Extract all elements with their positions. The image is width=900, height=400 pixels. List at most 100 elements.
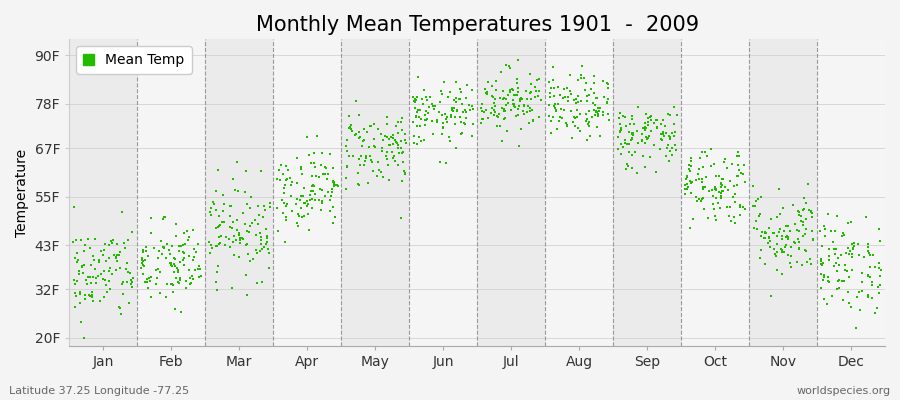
Point	[102, 242, 116, 248]
Point	[663, 134, 678, 140]
Point	[738, 206, 752, 212]
Point	[429, 117, 444, 123]
Point	[546, 103, 561, 110]
Point	[138, 279, 152, 285]
Point	[520, 109, 535, 116]
Point	[178, 284, 193, 291]
Point	[853, 307, 868, 314]
Point	[600, 95, 615, 102]
Point	[465, 87, 480, 93]
Point	[728, 199, 742, 205]
Point	[188, 267, 202, 273]
Point	[518, 110, 532, 117]
Point	[550, 126, 564, 132]
Point	[320, 176, 334, 182]
Point	[417, 136, 431, 143]
Point	[706, 206, 721, 213]
Point	[668, 128, 682, 135]
Point	[278, 203, 293, 209]
Point	[758, 261, 772, 267]
Bar	[274, 39, 341, 346]
Point	[625, 134, 639, 141]
Point	[817, 274, 832, 280]
Point	[270, 176, 284, 182]
Point	[85, 294, 99, 300]
Point	[375, 147, 390, 154]
Point	[294, 164, 309, 171]
Point	[169, 220, 184, 227]
Point	[723, 178, 737, 184]
Point	[859, 214, 873, 221]
Point	[210, 188, 224, 194]
Bar	[477, 39, 545, 346]
Point	[413, 116, 428, 122]
Point	[688, 177, 703, 183]
Point	[288, 201, 302, 208]
Point	[621, 141, 635, 148]
Point	[478, 85, 492, 92]
Point	[328, 182, 343, 188]
Point	[278, 239, 293, 245]
Point	[752, 213, 766, 220]
Point	[94, 270, 108, 277]
Point	[761, 234, 776, 240]
Point	[359, 129, 374, 136]
Point	[573, 111, 588, 118]
Point	[554, 115, 569, 122]
Point	[116, 239, 130, 246]
Point	[510, 112, 525, 118]
Point	[690, 170, 705, 177]
Point	[776, 205, 790, 211]
Point	[845, 241, 859, 247]
Point	[668, 142, 682, 148]
Point	[820, 301, 834, 307]
Point	[213, 240, 228, 246]
Point	[322, 196, 337, 203]
Point	[828, 260, 842, 266]
Point	[662, 148, 677, 154]
Point	[636, 153, 651, 159]
Point	[615, 151, 629, 158]
Point	[96, 246, 111, 253]
Point	[814, 258, 829, 264]
Point	[480, 89, 494, 96]
Point	[236, 236, 250, 242]
Point	[293, 166, 308, 172]
Point	[262, 249, 276, 256]
Point	[817, 272, 832, 278]
Point	[838, 262, 852, 268]
Point	[452, 95, 466, 102]
Point	[738, 179, 752, 186]
Bar	[613, 39, 681, 346]
Point	[715, 188, 729, 194]
Point	[284, 179, 299, 185]
Point	[873, 282, 887, 288]
Point	[454, 130, 469, 136]
Point	[276, 210, 291, 216]
Point	[704, 146, 718, 152]
Point	[157, 214, 171, 220]
Point	[479, 107, 493, 114]
Point	[300, 134, 314, 140]
Point	[754, 194, 769, 201]
Point	[613, 110, 627, 116]
Bar	[137, 39, 205, 346]
Point	[436, 120, 450, 126]
Bar	[205, 39, 274, 346]
Point	[364, 123, 378, 130]
Point	[391, 130, 405, 136]
Point	[91, 273, 105, 280]
Point	[667, 133, 681, 140]
Point	[843, 218, 858, 225]
Point	[693, 155, 707, 161]
Point	[832, 262, 847, 268]
Point	[667, 120, 681, 127]
Point	[683, 178, 698, 184]
Point	[318, 193, 332, 199]
Point	[140, 244, 154, 250]
Bar	[410, 39, 477, 346]
Point	[510, 76, 525, 82]
Point	[593, 104, 608, 111]
Point	[669, 146, 683, 153]
Point	[760, 230, 774, 236]
